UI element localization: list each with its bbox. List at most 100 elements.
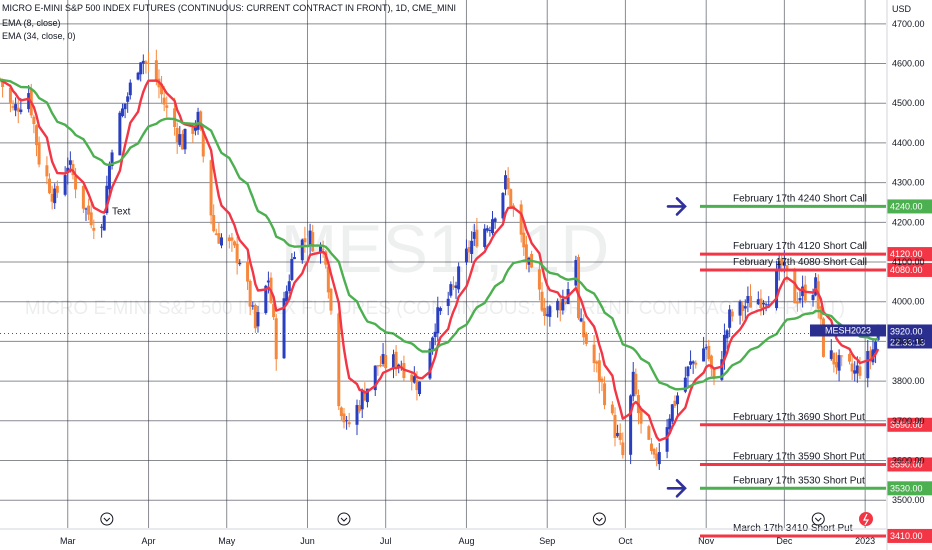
candle-body — [230, 237, 234, 241]
x-tick-label: May — [218, 536, 236, 546]
ema-fast-legend[interactable]: EMA (8, close) — [2, 18, 61, 28]
event-marker-icon — [811, 512, 825, 526]
candle-body — [48, 178, 52, 194]
candle-body — [329, 288, 333, 311]
candle-body — [201, 130, 205, 157]
candle-body — [707, 345, 711, 360]
candle-body — [451, 285, 455, 287]
candle-body — [670, 404, 674, 422]
candle-body — [652, 448, 656, 455]
candle-body — [339, 407, 343, 417]
y-tick-label: 4100.00 — [892, 257, 925, 267]
level-price-label: 4240.00 — [890, 201, 923, 211]
candle-body — [248, 280, 252, 307]
annotations: Text — [100, 206, 873, 526]
candle-body — [665, 427, 669, 452]
candle-body — [657, 452, 661, 465]
candle-body — [347, 422, 351, 425]
candle-body — [253, 304, 257, 329]
candle-body — [74, 176, 78, 190]
y-tick-label: 3800.00 — [892, 376, 925, 386]
candle-body — [868, 350, 872, 360]
candle-body — [780, 258, 784, 266]
candle-body — [410, 374, 414, 382]
watermark-name: MICRO E-MINI S&P 500 INDEX FUTURES (CONT… — [25, 298, 845, 319]
candle-body — [668, 418, 672, 430]
candle-body — [384, 354, 388, 369]
candle-body — [702, 348, 706, 362]
candle-body — [160, 83, 164, 95]
candle-body — [597, 360, 601, 383]
y-tick-label: 4300.00 — [892, 178, 925, 188]
candle-body — [840, 355, 844, 357]
x-tick-label: Nov — [698, 536, 715, 546]
candle-body — [87, 205, 91, 215]
candle-body — [136, 72, 140, 80]
level-price-label: 4080.00 — [890, 265, 923, 275]
x-tick-label: Dec — [776, 536, 793, 546]
candle-body — [266, 280, 270, 283]
symbol-tag — [810, 324, 886, 337]
level-price-label: 3690.00 — [890, 420, 923, 430]
y-tick-label: 4500.00 — [892, 98, 925, 108]
candle-body — [485, 228, 489, 231]
level-price-tag — [887, 457, 932, 472]
candle-body — [107, 164, 111, 190]
ema-34-line — [0, 78, 879, 391]
candle-body — [811, 295, 815, 301]
x-tick-label: 2023 — [855, 536, 875, 546]
candle-body — [438, 308, 442, 312]
candle-body — [102, 215, 106, 231]
candle-body — [217, 233, 221, 244]
candle-body — [785, 265, 789, 272]
candle-body — [874, 341, 878, 354]
time-axis[interactable]: Mar Apr May Jun Jul Aug Sep Oct Nov Dec 2023 — [0, 528, 886, 546]
candle-body — [45, 165, 49, 177]
candle-body — [191, 127, 195, 134]
candle-body — [84, 208, 88, 210]
candle-body — [433, 331, 437, 338]
candle-body — [37, 142, 41, 165]
candle-body — [704, 347, 708, 349]
candle-body — [360, 390, 364, 410]
candle-body — [199, 111, 203, 130]
candle-body — [449, 284, 453, 296]
candle-body — [722, 334, 726, 360]
candle-body — [584, 333, 588, 344]
level-price-tag — [887, 528, 932, 543]
candle-body — [147, 62, 151, 64]
candle-body — [282, 298, 286, 359]
candle-body — [488, 229, 492, 231]
candle-body — [506, 177, 510, 189]
ema-slow-legend[interactable]: EMA (34, close, 0) — [2, 31, 76, 41]
candle-body — [378, 364, 382, 367]
candle-body — [14, 104, 18, 111]
candle-body — [501, 192, 505, 219]
candle-body — [363, 391, 367, 401]
candle-body — [837, 355, 841, 371]
candle-body — [196, 111, 200, 130]
y-tick-label: 4200.00 — [892, 217, 925, 227]
y-tick-label: 3600.00 — [892, 456, 925, 466]
y-tick-label: 3900.00 — [892, 336, 925, 346]
candle-body — [561, 298, 565, 311]
event-marker-icon — [337, 512, 351, 526]
price-axis[interactable]: 3500.00 3600.00 3700.00 3800.00 3900.00 4000.… — [886, 0, 925, 550]
candle-body — [829, 350, 833, 359]
candle-body — [746, 296, 750, 304]
level-label: February 17th 4080 Short Call — [733, 257, 867, 268]
candle-body — [126, 96, 130, 102]
candle-body — [676, 395, 680, 405]
level-label: February 17th 4120 Short Call — [733, 241, 867, 252]
candle-body — [308, 230, 312, 245]
candle-body — [764, 304, 768, 306]
level-price-label: 3410.00 — [890, 531, 923, 541]
level-price-tag — [887, 262, 932, 277]
candle-body — [767, 304, 771, 306]
y-tick-label: 3700.00 — [892, 416, 925, 426]
candle-body — [509, 189, 513, 207]
candle-body — [68, 160, 72, 165]
candle-body — [105, 185, 109, 214]
candle-body — [777, 261, 781, 270]
